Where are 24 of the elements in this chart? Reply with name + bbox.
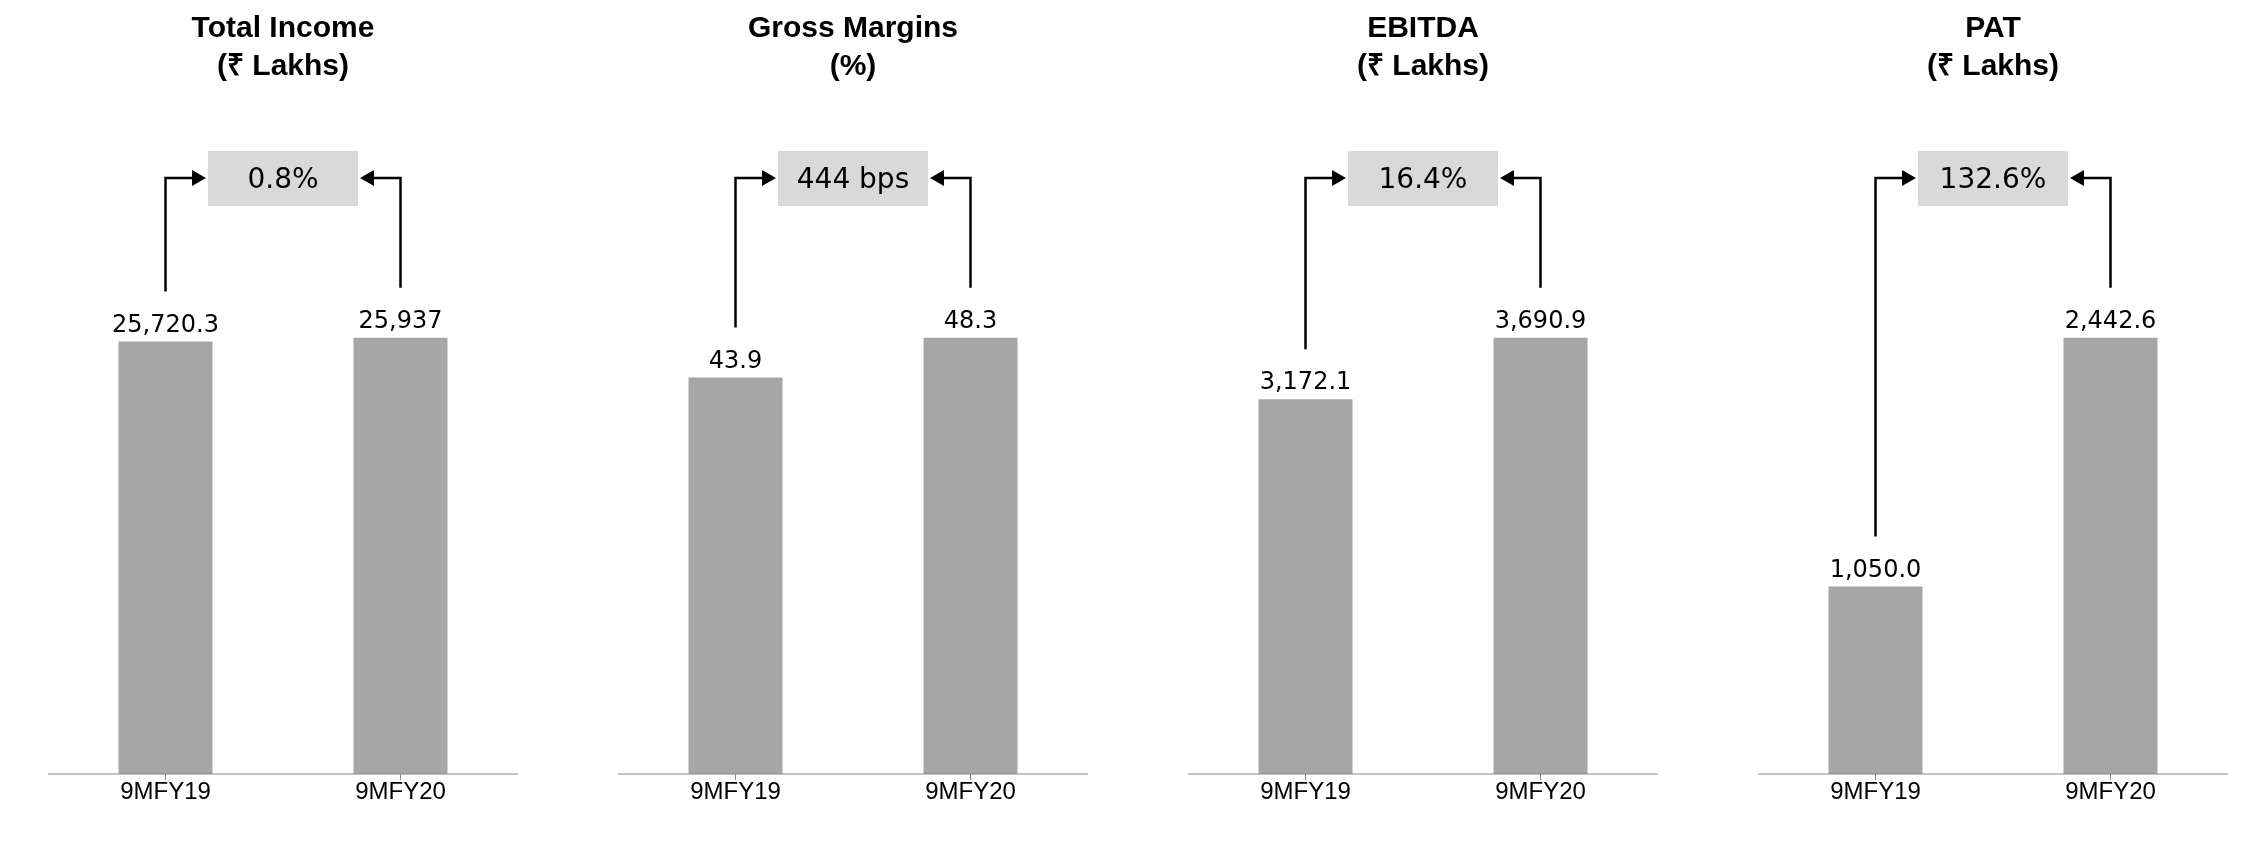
chart-title: EBITDA (₹ Lakhs) <box>1356 9 1490 83</box>
data-label: 48.3 <box>943 305 998 334</box>
text: 444 bps <box>778 150 928 206</box>
data-label: 2,442.6 <box>2064 305 2157 334</box>
data-label: 25,937 <box>358 305 443 334</box>
x-tick-label: 9MFY20 <box>355 777 446 805</box>
chart-title: PAT (₹ Lakhs) <box>1926 9 2060 83</box>
data-label: 1,050.0 <box>1829 554 1922 583</box>
x-tick-label: 9MFY20 <box>1495 777 1586 805</box>
data-label: 43.9 <box>708 345 763 374</box>
text: 132.6% <box>1918 150 2068 206</box>
data-label: 25,720.3 <box>112 309 219 338</box>
chart-title: Gross Margins (%) <box>746 9 960 83</box>
x-tick-label: 9MFY19 <box>1830 777 1921 805</box>
x-tick-label: 9MFY19 <box>690 777 781 805</box>
x-tick-label: 9MFY20 <box>925 777 1016 805</box>
data-label: 3,172.1 <box>1259 367 1352 396</box>
text: 16.4% <box>1348 150 1498 206</box>
x-tick-label: 9MFY20 <box>2065 777 2156 805</box>
chart-title: Total Income (₹ Lakhs) <box>190 9 376 83</box>
x-tick-label: 9MFY19 <box>1260 777 1351 805</box>
text: 0.8% <box>208 150 358 206</box>
data-label: 3,690.9 <box>1494 305 1587 334</box>
x-tick-label: 9MFY19 <box>120 777 211 805</box>
